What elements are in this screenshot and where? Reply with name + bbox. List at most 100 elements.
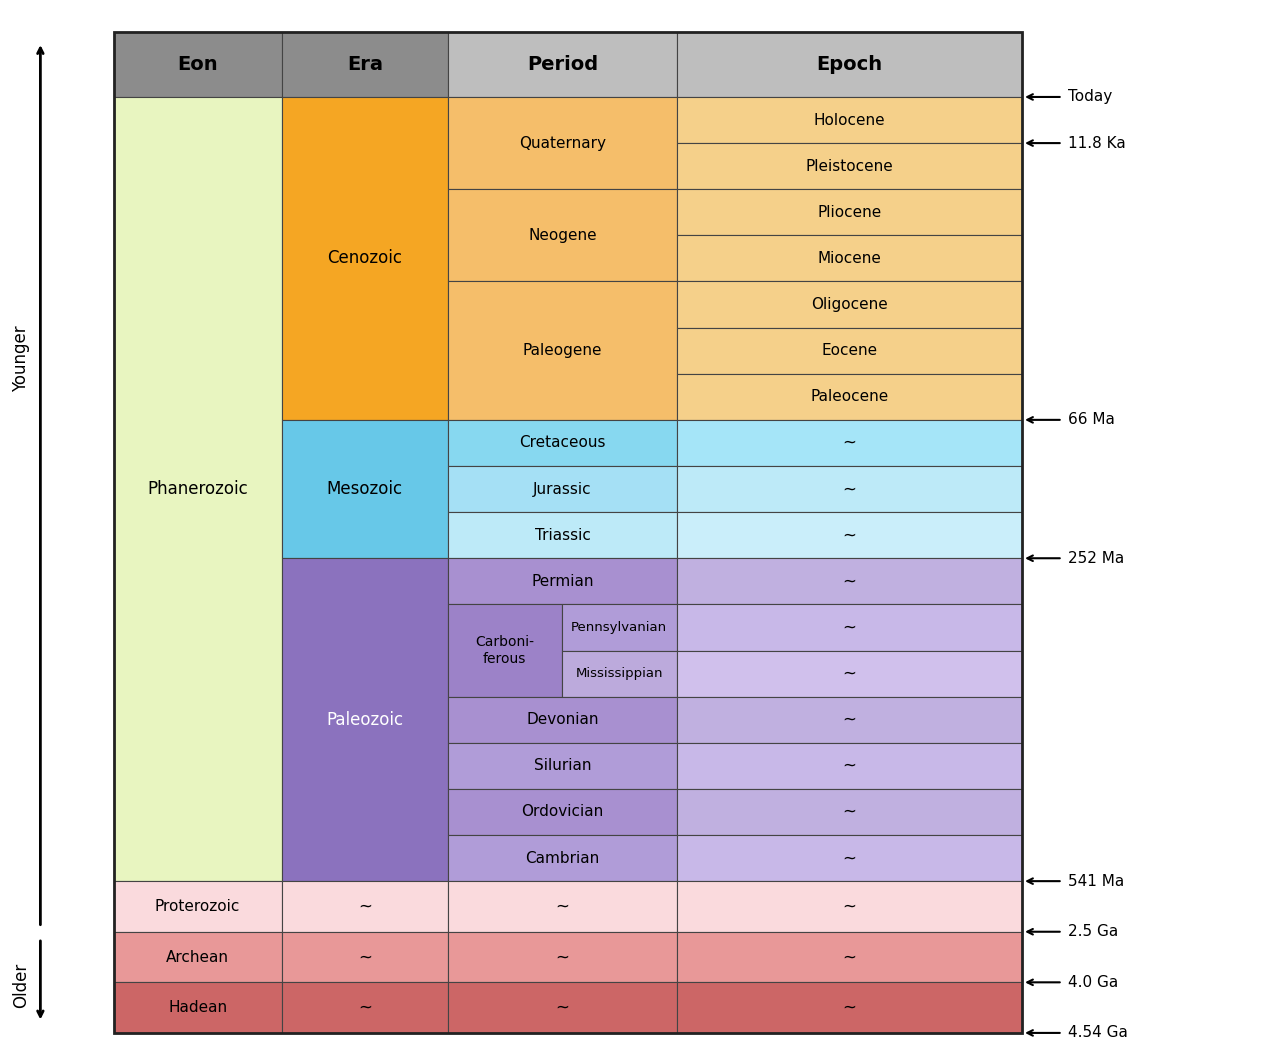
Bar	[281, 982, 448, 1033]
Bar	[676, 32, 1022, 97]
Text: ~: ~	[843, 619, 857, 637]
Bar	[676, 512, 1022, 559]
Bar	[676, 466, 1022, 512]
Text: Epoch: Epoch	[817, 55, 882, 74]
Bar	[448, 788, 676, 835]
Text: Today: Today	[1068, 90, 1112, 104]
Text: Archean: Archean	[167, 950, 230, 964]
Text: Mississippian: Mississippian	[575, 667, 663, 680]
Text: Cretaceous: Cretaceous	[519, 435, 606, 450]
Text: Pliocene: Pliocene	[818, 204, 882, 220]
Text: ~: ~	[843, 526, 857, 544]
Text: Neogene: Neogene	[528, 228, 597, 242]
Bar	[562, 604, 676, 650]
Text: ~: ~	[843, 757, 857, 775]
Bar	[676, 281, 1022, 328]
Bar	[114, 982, 281, 1033]
Bar	[676, 235, 1022, 281]
Text: 66 Ma: 66 Ma	[1068, 412, 1114, 427]
Bar	[676, 881, 1022, 932]
Text: ~: ~	[843, 850, 857, 867]
Bar	[676, 328, 1022, 374]
Text: Era: Era	[347, 55, 382, 74]
Bar	[448, 743, 676, 788]
Text: ~: ~	[358, 948, 372, 967]
Text: ~: ~	[358, 998, 372, 1017]
Bar	[676, 788, 1022, 835]
Bar	[448, 466, 676, 512]
Bar	[676, 743, 1022, 788]
Bar	[281, 419, 448, 559]
Text: ~: ~	[555, 948, 569, 967]
Text: Jurassic: Jurassic	[533, 482, 592, 496]
Text: Eocene: Eocene	[822, 344, 877, 358]
Bar	[676, 97, 1022, 143]
Bar	[448, 512, 676, 559]
Text: Paleogene: Paleogene	[522, 344, 602, 358]
Bar	[114, 932, 281, 982]
Bar	[114, 881, 281, 932]
Bar	[448, 982, 676, 1033]
Text: ~: ~	[843, 803, 857, 821]
Text: Permian: Permian	[531, 573, 593, 589]
Text: 252 Ma: 252 Ma	[1068, 551, 1124, 566]
Text: Cenozoic: Cenozoic	[327, 250, 403, 268]
Text: Proterozoic: Proterozoic	[155, 899, 240, 914]
Bar	[676, 982, 1022, 1033]
Text: 4.0 Ga: 4.0 Ga	[1068, 975, 1118, 990]
Bar	[448, 281, 676, 419]
Bar	[281, 881, 448, 932]
Bar	[281, 97, 448, 419]
Text: Carboni-
ferous: Carboni- ferous	[476, 636, 534, 666]
Bar	[676, 932, 1022, 982]
Bar	[448, 932, 676, 982]
Bar	[676, 835, 1022, 881]
Text: 4.54 Ga: 4.54 Ga	[1068, 1026, 1127, 1040]
Text: Holocene: Holocene	[814, 113, 886, 128]
Bar	[448, 32, 676, 97]
Bar	[448, 559, 676, 604]
Text: ~: ~	[843, 480, 857, 499]
Bar	[114, 97, 281, 881]
Text: ~: ~	[843, 897, 857, 916]
Text: Older: Older	[13, 963, 30, 1008]
Bar	[281, 932, 448, 982]
Bar	[676, 559, 1022, 604]
Text: Hadean: Hadean	[168, 1000, 227, 1015]
Text: ~: ~	[843, 998, 857, 1017]
Text: Paleocene: Paleocene	[810, 389, 888, 405]
Text: Ordovician: Ordovician	[521, 804, 603, 819]
Text: Mesozoic: Mesozoic	[327, 480, 403, 499]
Bar	[448, 881, 676, 932]
Text: Miocene: Miocene	[818, 251, 882, 266]
Text: Younger: Younger	[13, 325, 30, 392]
Bar	[114, 32, 281, 97]
Bar	[676, 190, 1022, 235]
Bar	[676, 604, 1022, 650]
Bar	[676, 143, 1022, 190]
Text: Silurian: Silurian	[534, 758, 591, 774]
Text: 11.8 Ka: 11.8 Ka	[1068, 136, 1126, 151]
Text: ~: ~	[843, 710, 857, 728]
Bar	[676, 374, 1022, 419]
Text: Paleozoic: Paleozoic	[327, 710, 404, 728]
Text: Cambrian: Cambrian	[525, 851, 599, 865]
Bar	[562, 650, 676, 697]
Text: 2.5 Ga: 2.5 Ga	[1068, 924, 1118, 939]
Text: Triassic: Triassic	[535, 528, 591, 543]
Text: ~: ~	[843, 572, 857, 590]
Bar	[448, 604, 562, 697]
Bar	[448, 97, 676, 190]
Text: Oligocene: Oligocene	[811, 297, 888, 312]
Bar	[281, 559, 448, 881]
Text: Period: Period	[528, 55, 598, 74]
Text: Eon: Eon	[178, 55, 218, 74]
Text: ~: ~	[843, 948, 857, 967]
Bar	[448, 835, 676, 881]
Bar	[448, 697, 676, 743]
Bar	[676, 650, 1022, 697]
Bar	[281, 32, 448, 97]
Text: ~: ~	[555, 897, 569, 916]
Bar	[676, 697, 1022, 743]
Text: Pleistocene: Pleistocene	[805, 159, 893, 174]
